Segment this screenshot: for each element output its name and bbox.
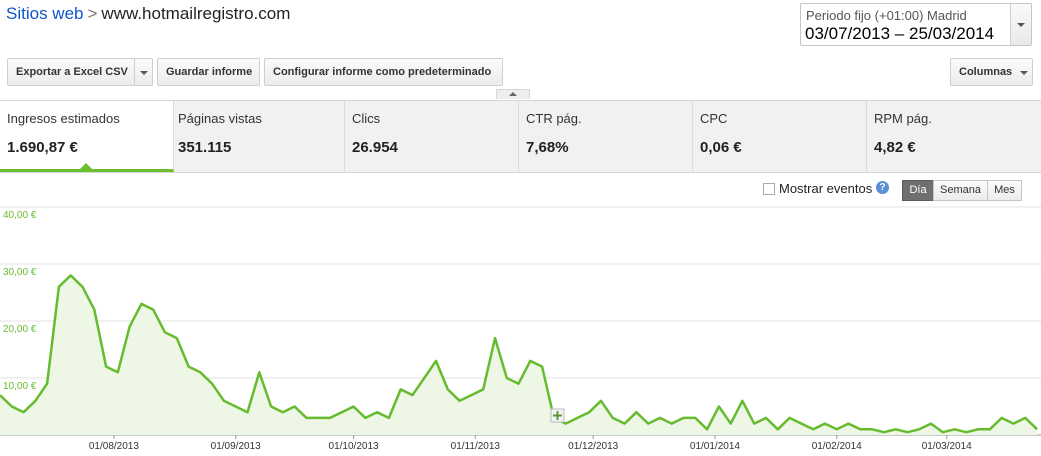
events-label: Mostrar eventos	[779, 181, 873, 196]
metric-tabs: Ingresos estimados 1.690,87 € Páginas vis…	[0, 100, 1041, 173]
columns-label: Columnas	[959, 66, 1013, 78]
x-tick-label: 01/08/2013	[89, 441, 139, 452]
metric-label: RPM pág.	[874, 111, 932, 126]
metric-tab[interactable]: Páginas vistas 351.115	[171, 101, 345, 172]
breadcrumb-link[interactable]: Sitios web	[6, 4, 84, 23]
y-tick-label: 20,00 €	[3, 324, 37, 335]
date-dropdown[interactable]	[1010, 4, 1031, 45]
y-tick-label: 40,00 €	[3, 210, 37, 221]
export-button[interactable]: Exportar a Excel CSV	[7, 58, 135, 86]
metric-value: 4,82 €	[874, 139, 916, 156]
export-menu[interactable]	[134, 58, 153, 86]
y-tick-label: 10,00 €	[3, 381, 37, 392]
metric-value: 7,68%	[526, 139, 569, 156]
date-label: Periodo fijo (+01:00) Madrid	[806, 8, 967, 23]
metric-value: 351.115	[178, 139, 232, 156]
x-tick-label: 01/09/2013	[211, 441, 261, 452]
metric-tab[interactable]: CPC 0,06 €	[693, 101, 867, 172]
granularity-button[interactable]: Semana	[933, 180, 988, 201]
granularity-button[interactable]: Mes	[987, 180, 1022, 201]
breadcrumb: Sitios web > www.hotmailregistro.com	[6, 4, 290, 24]
columns-button[interactable]: Columnas	[950, 58, 1033, 86]
annotation-marker	[550, 408, 565, 423]
y-tick-label: 30,00 €	[3, 267, 37, 278]
metric-label: Ingresos estimados	[7, 111, 120, 126]
area	[0, 275, 1038, 435]
date-value: 03/07/2013 – 25/03/2014	[805, 24, 995, 43]
save-button[interactable]: Guardar informe	[157, 58, 260, 86]
x-tick-label: 01/03/2014	[922, 441, 972, 452]
metric-value: 26.954	[352, 139, 398, 156]
metric-tab[interactable]: CTR pág. 7,68%	[519, 101, 693, 172]
metric-label: Páginas vistas	[178, 111, 262, 126]
metric-tab[interactable]: Ingresos estimados 1.690,87 €	[0, 101, 174, 172]
events-checkbox[interactable]	[763, 183, 775, 195]
date-picker[interactable]: Periodo fijo (+01:00) Madrid 03/07/2013 …	[800, 3, 1032, 46]
metric-label: CPC	[700, 111, 728, 126]
chart: 10,00 € 20,00 € 30,00 € 40,00 € 01/08/2013 01…	[0, 206, 1041, 452]
breadcrumb-separator: >	[87, 4, 98, 23]
granularity-button[interactable]: Día	[902, 180, 934, 201]
x-tick-label: 01/12/2013	[568, 441, 618, 452]
metric-tab[interactable]: RPM pág. 4,82 €	[867, 101, 1041, 172]
x-tick-label: 01/10/2013	[329, 441, 379, 452]
metric-value: 1.690,87 €	[7, 139, 78, 156]
default-button[interactable]: Configurar informe como predeterminado	[264, 58, 503, 86]
metric-value: 0,06 €	[700, 139, 742, 156]
site-name: www.hotmailregistro.com	[101, 4, 291, 23]
help-icon[interactable]: ?	[876, 181, 889, 194]
metric-label: Clics	[352, 111, 381, 126]
x-tick-label: 01/01/2014	[690, 441, 740, 452]
line	[0, 274, 1038, 434]
x-tick-label: 01/02/2014	[812, 441, 862, 452]
metric-label: CTR pág.	[526, 111, 582, 126]
collapse-handle[interactable]	[496, 89, 530, 99]
metric-tab[interactable]: Clics 26.954	[345, 101, 519, 172]
x-tick-label: 01/11/2013	[451, 441, 501, 452]
